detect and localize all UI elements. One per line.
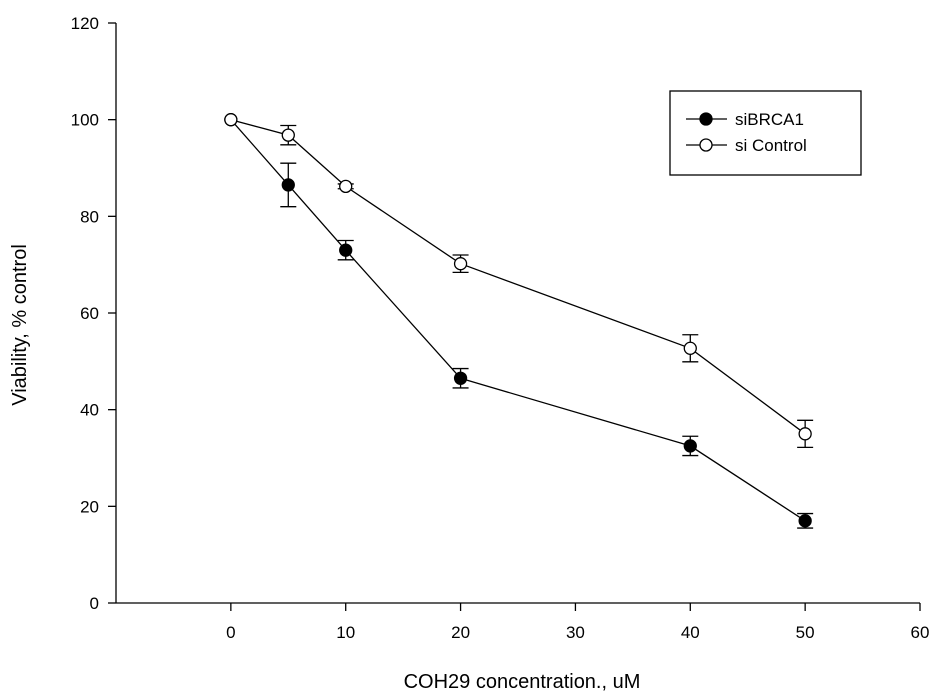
legend-label: si Control <box>735 136 807 155</box>
series-line <box>230 119 806 522</box>
data-point <box>453 371 468 385</box>
y-tick-label: 60 <box>80 304 99 323</box>
data-point <box>453 257 468 271</box>
legend: siBRCA1 si Control <box>669 90 862 176</box>
series-line <box>230 119 806 435</box>
y-tick-label: 100 <box>71 111 99 130</box>
data-point <box>281 178 295 192</box>
data-point <box>798 514 812 528</box>
series-group <box>224 113 814 529</box>
x-axis-title: COH29 concentration., uM <box>404 671 641 693</box>
data-point <box>683 341 697 355</box>
y-tick-label: 120 <box>71 14 99 33</box>
x-tick-label: 60 <box>911 623 930 642</box>
legend-box <box>669 90 862 176</box>
ticks: 0 20 40 60 80 100 120 0 10 20 30 40 50 60 <box>71 14 930 642</box>
y-tick-label: 0 <box>90 594 99 613</box>
y-tick-label: 40 <box>80 401 99 420</box>
legend-marker <box>699 112 713 126</box>
x-tick-label: 50 <box>796 623 815 642</box>
legend-item: siBRCA1 <box>686 110 804 129</box>
y-axis-title: Viability, % control <box>9 244 31 406</box>
data-point <box>339 179 353 194</box>
x-tick-label: 0 <box>226 623 235 642</box>
data-point <box>339 243 353 257</box>
legend-marker <box>699 138 713 152</box>
data-point <box>798 427 812 441</box>
x-tick-label: 40 <box>681 623 700 642</box>
x-tick-label: 30 <box>566 623 585 642</box>
series-0 <box>224 113 814 529</box>
y-tick-label: 80 <box>80 207 99 226</box>
y-tick-label: 20 <box>80 497 99 516</box>
data-point <box>683 439 697 453</box>
x-tick-label: 20 <box>451 623 470 642</box>
series-1 <box>224 113 814 449</box>
data-point <box>224 113 238 127</box>
legend-label: siBRCA1 <box>735 110 804 129</box>
x-tick-label: 10 <box>336 623 355 642</box>
legend-item: si Control <box>686 136 807 155</box>
data-point <box>281 128 295 142</box>
